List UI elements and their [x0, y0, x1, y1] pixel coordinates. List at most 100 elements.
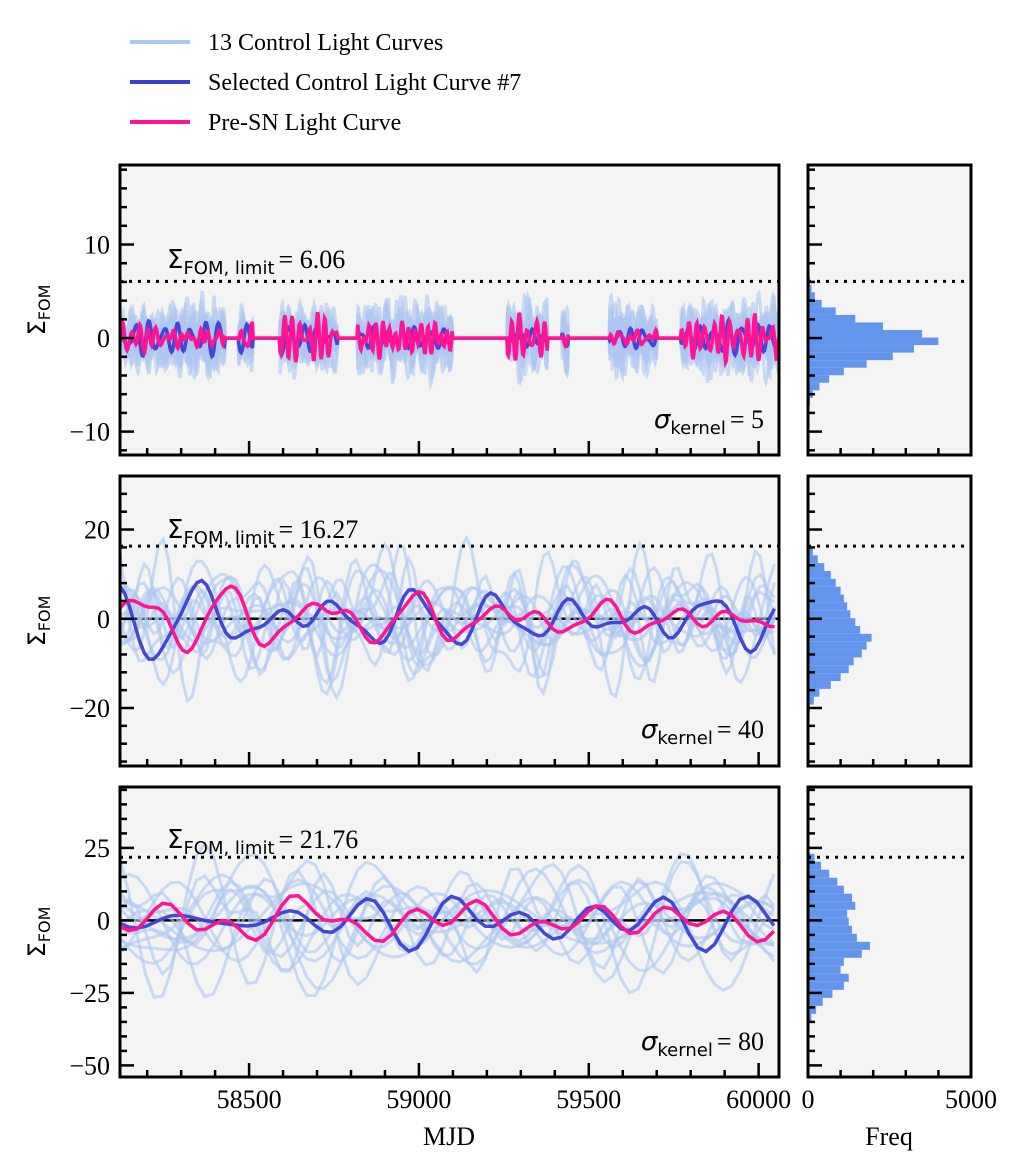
- hist-2-bars: [808, 544, 971, 713]
- hist-bar: [808, 330, 923, 338]
- hist-bar: [808, 360, 867, 368]
- y-tick-label: 0: [97, 324, 110, 353]
- panel-3-frame: [118, 785, 781, 1079]
- panel-2: −20 0 20 ΣFOM, limit = 16.27 σkernel = 40 ΣF…: [23, 474, 973, 768]
- hist-bar: [808, 594, 844, 603]
- hist-bar: [808, 570, 831, 579]
- panel-3-lines: [120, 841, 779, 999]
- x-axis-label: MJD: [423, 1122, 475, 1151]
- hist-bar: [808, 633, 872, 642]
- hist-1-frame: [806, 163, 973, 457]
- control-curve: [120, 557, 776, 686]
- hist-bar: [808, 641, 867, 650]
- hist-1-bars: [808, 277, 971, 413]
- hist-2-frame: [806, 474, 973, 768]
- hist-bar: [808, 941, 870, 950]
- selected-control-curve: [120, 578, 777, 661]
- y-tick-label: −50: [69, 1051, 110, 1080]
- panel-3-ylabel: ΣFOM: [23, 907, 54, 958]
- hist-bar: [808, 563, 825, 571]
- hist-bar: [808, 981, 844, 990]
- hist-bar: [808, 893, 853, 902]
- hist-bar: [808, 869, 830, 878]
- hist-bar: [808, 973, 849, 982]
- x-tick-label: 58500: [217, 1085, 282, 1114]
- hist-bar: [808, 657, 854, 666]
- hist-bar: [808, 618, 856, 626]
- hist-bar: [808, 352, 893, 361]
- control-curve: [120, 554, 776, 684]
- hist-bar: [808, 949, 862, 958]
- hist-x-axis-label: Freq: [865, 1122, 913, 1151]
- hist-bar: [808, 925, 853, 934]
- panel-1-sigma-label: σkernel = 5: [654, 405, 764, 439]
- panel-1-lines: [120, 279, 779, 391]
- panel-1-limit-label: ΣFOM, limit = 6.06: [167, 245, 345, 279]
- y-tick-label: 0: [97, 605, 110, 634]
- legend-label-presn: Pre-SN Light Curve: [208, 110, 401, 136]
- hist-bar: [808, 965, 841, 974]
- hist-bar: [808, 602, 848, 611]
- hist-bar: [808, 382, 820, 391]
- hist-bar: [808, 322, 883, 331]
- panel-1-frame: [118, 163, 781, 457]
- hist-bar: [808, 681, 831, 689]
- x-tick-label: 59000: [386, 1085, 451, 1114]
- hist-bar: [808, 367, 844, 376]
- y-tick-label: 0: [97, 906, 110, 935]
- y-tick-label: 25: [84, 834, 110, 863]
- hist-bar: [808, 1013, 812, 1022]
- hist-x-tick-label: 5000: [945, 1085, 997, 1114]
- control-curve: [120, 880, 775, 963]
- hist-bar: [808, 665, 849, 674]
- hist-bar: [808, 284, 812, 293]
- hist-bar: [808, 345, 914, 353]
- panel-1-ylabel: ΣFOM: [23, 285, 54, 336]
- hist-bar: [808, 337, 939, 346]
- hist-bar: [808, 673, 841, 682]
- selected-control-curve: [120, 894, 776, 954]
- x-tick-label: 60000: [726, 1085, 791, 1114]
- hist-bar: [808, 610, 851, 619]
- hist-bar: [808, 909, 848, 918]
- hist-bar: [808, 877, 838, 886]
- panel-1: −10 0 10 ΣFOM, limit = 6.06 σkernel = 5 ΣFOM: [23, 163, 973, 457]
- panel-3: −50 −25 0 25 ΣFOM, limit = 21.76 σkernel = 80…: [23, 785, 973, 1080]
- hist-bar: [808, 853, 815, 862]
- legend-label-control: 13 Control Light Curves: [208, 30, 443, 56]
- panel-2-frame: [118, 474, 781, 768]
- legend: 13 Control Light Curves Selected Control…: [130, 30, 521, 136]
- panel-3-sigma-label: σkernel = 80: [641, 1027, 764, 1061]
- hist-bar: [808, 696, 814, 705]
- control-curve: [120, 851, 776, 999]
- control-curve: [120, 878, 775, 963]
- hist-bar: [808, 861, 822, 870]
- hist-bar: [808, 933, 857, 942]
- hist-bar: [808, 314, 856, 323]
- hist-bar: [808, 555, 818, 564]
- y-tick-label: 20: [84, 516, 110, 545]
- hist-bar: [808, 292, 815, 300]
- pre-sn-curve: [120, 311, 779, 369]
- hist-bar: [808, 375, 830, 383]
- y-tick-label: 10: [84, 231, 110, 260]
- hist-bar: [808, 885, 844, 894]
- y-tick-label: −25: [69, 979, 110, 1008]
- pre-sn-curve: [120, 894, 776, 944]
- panel-2-lines: [120, 534, 779, 704]
- hist-bar: [808, 578, 836, 587]
- hist-bar: [808, 997, 823, 1006]
- hist-bar: [808, 649, 862, 658]
- panel-3-limit-label: ΣFOM, limit = 21.76: [167, 825, 358, 859]
- hist-bar: [808, 307, 836, 315]
- hist-bar: [808, 957, 844, 966]
- panel-2-limit-label: ΣFOM, limit = 16.27: [167, 515, 358, 549]
- control-curve: [120, 867, 776, 977]
- x-tick-labels: 58500 59000 59500 60000 0 5000: [217, 1085, 997, 1114]
- x-tick-label: 59500: [556, 1085, 621, 1114]
- panel-2-ylabel: ΣFOM: [23, 596, 54, 647]
- hist-bar: [808, 625, 861, 634]
- hist-bar: [808, 901, 856, 910]
- hist-bar: [808, 688, 820, 697]
- panel-1-bg: [120, 165, 779, 455]
